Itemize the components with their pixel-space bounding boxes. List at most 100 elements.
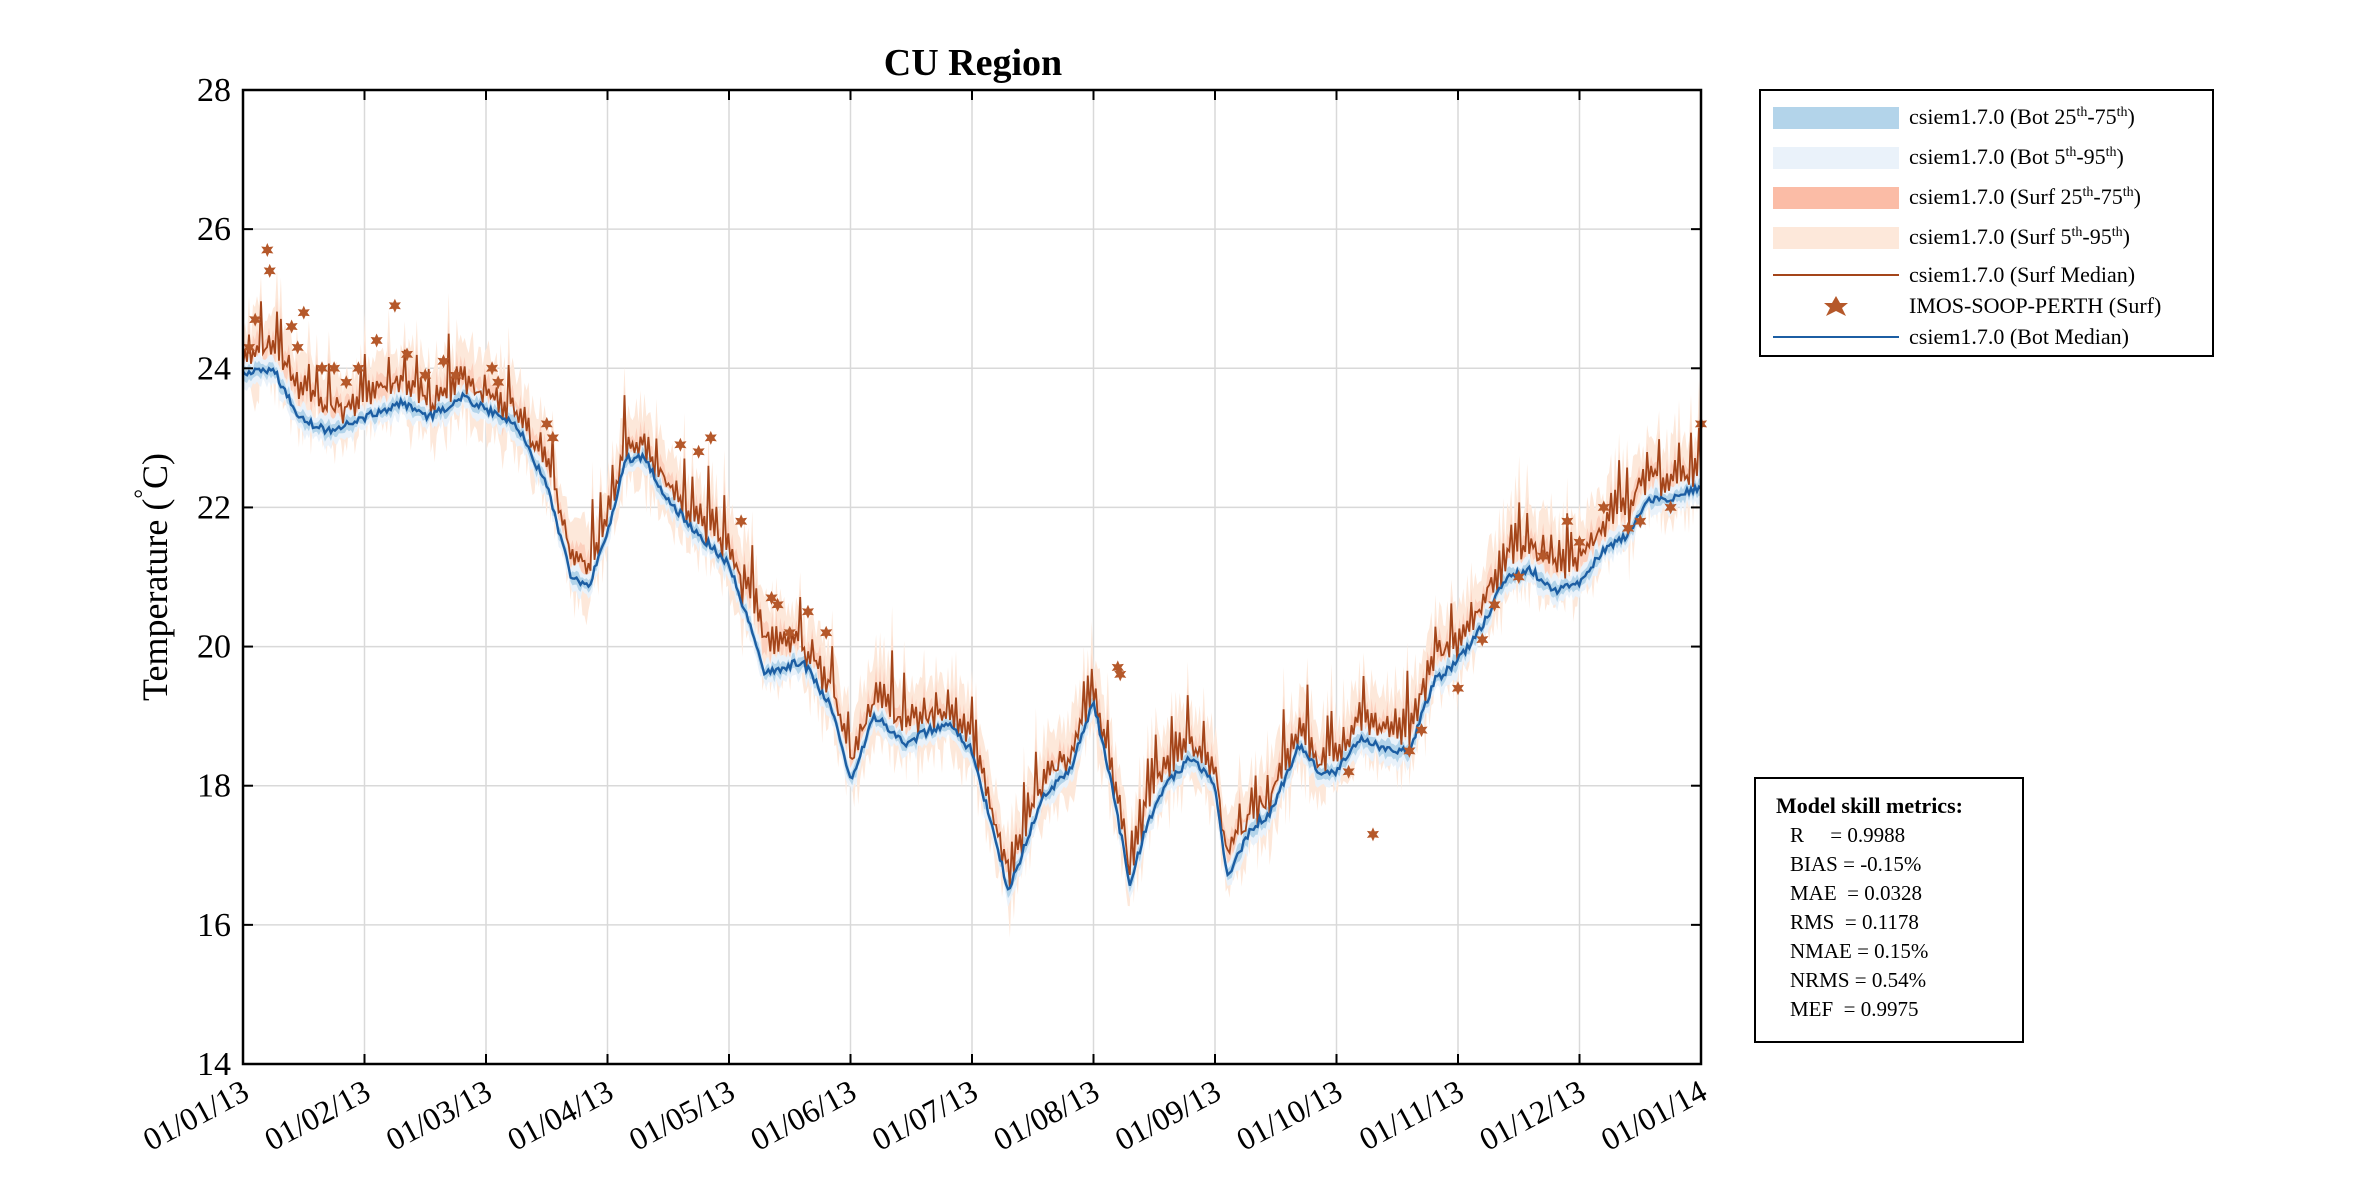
obs-point bbox=[328, 361, 341, 376]
model-skill-metrics: Model skill metrics: R = 0.9988 BIAS = -… bbox=[1754, 777, 2024, 1043]
obs-point bbox=[263, 263, 276, 278]
x-tick-label: 01/07/13 bbox=[866, 1072, 983, 1157]
legend-label: csiem1.7.0 (Bot Median) bbox=[1909, 324, 2129, 349]
obs-point bbox=[449, 368, 462, 383]
x-tick-label: 01/12/13 bbox=[1473, 1072, 1590, 1157]
legend-item-obs: IMOS-SOOP-PERTH (Surf) bbox=[1761, 290, 2212, 322]
obs-point bbox=[765, 590, 778, 605]
y-tick-label: 16 bbox=[197, 907, 231, 944]
legend-swatch-bot-25-75 bbox=[1773, 107, 1899, 129]
obs-point bbox=[540, 416, 553, 431]
obs-point bbox=[692, 444, 705, 459]
obs-point bbox=[437, 354, 450, 369]
obs-point bbox=[1111, 660, 1124, 675]
y-axis-label-text: Temperature ( bbox=[135, 499, 175, 701]
obs-point bbox=[1488, 597, 1501, 612]
legend-label: csiem1.7.0 (Surf 5 bbox=[1909, 224, 2072, 249]
y-axis-label: Temperature (°C) bbox=[131, 453, 175, 701]
x-tick-label: 01/06/13 bbox=[744, 1072, 861, 1157]
x-tick-label: 01/10/13 bbox=[1230, 1072, 1347, 1157]
surf-median-line bbox=[242, 301, 1702, 889]
legend-item-bot-5-95: csiem1.7.0 (Bot 5th-95th) bbox=[1761, 141, 2212, 173]
legend-label: csiem1.7.0 (Surf Median) bbox=[1909, 262, 2136, 287]
obs-point bbox=[820, 625, 833, 640]
obs-point bbox=[285, 319, 298, 334]
obs-point bbox=[1573, 535, 1586, 550]
legend-swatch-bot-5-95 bbox=[1773, 147, 1899, 169]
obs-point bbox=[315, 361, 328, 376]
metric-nrms: NRMS = 0.54% bbox=[1790, 968, 1927, 992]
x-tick-label: 01/02/13 bbox=[258, 1072, 375, 1157]
y-tick-label: 24 bbox=[197, 350, 231, 387]
metric-nmae: NMAE = 0.15% bbox=[1790, 939, 1929, 963]
obs-point bbox=[674, 437, 687, 452]
legend-swatch-bot-median bbox=[1773, 336, 1899, 338]
legend-swatch-surf-5-95 bbox=[1773, 227, 1899, 249]
obs-point bbox=[370, 333, 383, 348]
obs-point bbox=[801, 604, 814, 619]
y-axis-label-degree: ° bbox=[131, 489, 157, 499]
x-tick-label: 01/03/13 bbox=[380, 1072, 497, 1157]
metric-mef: MEF = 0.9975 bbox=[1790, 997, 1919, 1021]
obs-point bbox=[783, 625, 796, 640]
y-tick-label: 26 bbox=[197, 211, 231, 248]
metric-r: R = 0.9988 bbox=[1790, 823, 1906, 847]
y-tick-label: 20 bbox=[197, 629, 231, 666]
obs-point bbox=[704, 430, 717, 445]
obs-point bbox=[340, 375, 353, 390]
chart-legend: csiem1.7.0 (Bot 25th-75th) csiem1.7.0 (B… bbox=[1759, 89, 2214, 357]
obs-point bbox=[297, 305, 310, 320]
obs-point bbox=[735, 514, 748, 529]
y-tick-label: 14 bbox=[197, 1046, 231, 1083]
obs-point bbox=[1537, 549, 1550, 564]
obs-point bbox=[401, 347, 414, 362]
obs-point bbox=[1622, 521, 1635, 536]
obs-point bbox=[388, 298, 401, 313]
obs-point bbox=[1451, 681, 1465, 696]
obs-point bbox=[1512, 570, 1525, 584]
y-axis-ticks: 14 16 18 20 22 24 26 28 bbox=[197, 72, 1701, 1083]
obs-point bbox=[1597, 500, 1610, 515]
obs-point bbox=[1403, 743, 1416, 758]
x-tick-label: 01/05/13 bbox=[623, 1072, 740, 1157]
y-tick-label: 22 bbox=[197, 489, 231, 526]
legend-item-surf-25-75: csiem1.7.0 (Surf 25th-75th) bbox=[1761, 181, 2212, 213]
x-tick-label: 01/01/14 bbox=[1595, 1072, 1712, 1157]
obs-point bbox=[492, 375, 505, 390]
legend-swatch-surf-median bbox=[1773, 274, 1899, 276]
chart-title: CU Region bbox=[884, 42, 1062, 84]
legend-label: csiem1.7.0 (Surf 25 bbox=[1909, 184, 2083, 209]
obs-point bbox=[243, 340, 256, 355]
plot-area: 14 16 18 20 22 24 26 28 01/01/13 01/02/13 01/03/1… bbox=[137, 72, 1712, 1158]
y-tick-label: 28 bbox=[197, 72, 231, 109]
legend-item-surf-median: csiem1.7.0 (Surf Median) bbox=[1761, 259, 2212, 291]
legend-item-surf-5-95: csiem1.7.0 (Surf 5th-95th) bbox=[1761, 221, 2212, 253]
obs-point bbox=[419, 368, 432, 383]
obs-point bbox=[1476, 632, 1489, 647]
y-axis-label-unit: C) bbox=[135, 453, 175, 489]
obs-point bbox=[1342, 764, 1355, 779]
bot-median-line bbox=[242, 366, 1702, 891]
metric-rms: RMS = 0.1178 bbox=[1790, 910, 1919, 934]
obs-point bbox=[291, 340, 304, 355]
median-lines bbox=[242, 301, 1702, 891]
obs-point bbox=[1415, 723, 1428, 738]
metric-bias: BIAS = -0.15% bbox=[1790, 852, 1922, 876]
x-tick-label: 01/11/13 bbox=[1353, 1072, 1469, 1157]
x-tick-label: 01/08/13 bbox=[987, 1072, 1104, 1157]
obs-point bbox=[486, 361, 499, 376]
obs-point bbox=[1634, 514, 1647, 529]
obs-point bbox=[352, 361, 365, 376]
obs-point bbox=[249, 312, 262, 327]
legend-item-bot-median: csiem1.7.0 (Bot Median) bbox=[1761, 321, 2212, 353]
obs-point bbox=[771, 597, 784, 612]
metric-mae: MAE = 0.0328 bbox=[1790, 881, 1923, 905]
y-tick-label: 18 bbox=[197, 768, 231, 805]
legend-star-icon bbox=[1824, 296, 1848, 316]
legend-item-bot-25-75: csiem1.7.0 (Bot 25th-75th) bbox=[1761, 101, 2212, 133]
metrics-title: Model skill metrics: bbox=[1776, 793, 1963, 818]
legend-label: IMOS-SOOP-PERTH (Surf) bbox=[1909, 293, 2162, 318]
x-tick-label: 01/01/13 bbox=[137, 1072, 254, 1157]
obs-point bbox=[1366, 827, 1379, 842]
